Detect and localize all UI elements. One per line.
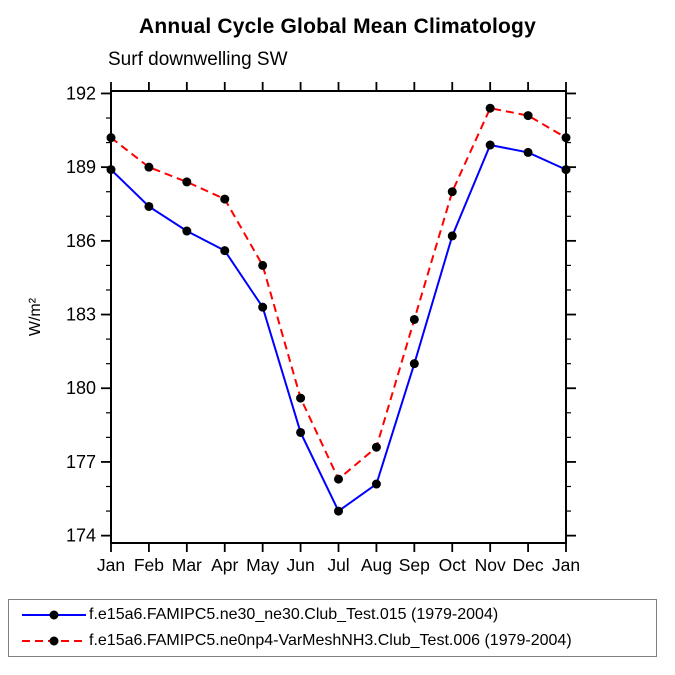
x-tick-label: Jul: [327, 555, 349, 575]
y-tick-label: 192: [66, 83, 96, 103]
x-tick-label: Jan: [97, 555, 125, 575]
data-point-marker: [182, 177, 192, 187]
x-tick-label: Jun: [286, 555, 314, 575]
data-point-marker: [296, 393, 306, 403]
legend-label: f.e15a6.FAMIPC5.ne0np4-VarMeshNH3.Club_T…: [89, 632, 572, 650]
data-point-marker: [561, 133, 571, 143]
data-point-marker: [409, 314, 419, 324]
legend-item: f.e15a6.FAMIPC5.ne30_ne30.Club_Test.015 …: [21, 603, 656, 627]
data-point-marker: [220, 246, 230, 256]
data-point-marker: [258, 302, 268, 312]
legend-line-sample: [22, 610, 86, 620]
x-tick-label: Jan: [552, 555, 580, 575]
chart-title: Annual Cycle Global Mean Climatology: [139, 15, 536, 38]
y-tick-label: 177: [66, 452, 96, 472]
x-tick-label: Feb: [134, 555, 164, 575]
y-tick-label: 189: [66, 157, 96, 177]
data-point-marker: [561, 165, 571, 175]
data-point-marker: [334, 506, 343, 516]
plot-border: [110, 90, 567, 544]
x-tick-label: May: [246, 555, 279, 575]
legend-line-sample: [22, 636, 86, 646]
x-tick-label: Sep: [399, 555, 430, 575]
series-line-0: [110, 143, 567, 513]
data-point-marker: [371, 479, 381, 489]
data-point-marker: [144, 162, 154, 172]
data-point-marker: [523, 111, 533, 121]
data-point-marker: [220, 194, 230, 204]
legend-marker-dot: [49, 610, 59, 620]
data-point-marker: [144, 201, 154, 211]
data-point-marker: [106, 165, 116, 175]
data-point-marker: [296, 427, 306, 437]
x-tick-label: Mar: [172, 555, 202, 575]
legend-marker-dot: [49, 636, 59, 646]
x-tick-label: Dec: [513, 555, 544, 575]
data-point-marker: [334, 474, 343, 484]
data-point-marker: [258, 260, 268, 270]
x-tick-label: Aug: [361, 555, 392, 575]
data-point-marker: [371, 442, 381, 452]
legend: f.e15a6.FAMIPC5.ne30_ne30.Club_Test.015 …: [8, 599, 657, 657]
data-point-marker: [523, 147, 533, 157]
data-point-marker: [409, 359, 419, 369]
data-point-marker: [485, 140, 495, 150]
data-point-marker: [106, 133, 116, 143]
data-point-marker: [447, 187, 457, 197]
x-tick-label: Nov: [475, 555, 506, 575]
data-point-marker: [182, 226, 192, 236]
x-tick-label: Apr: [211, 555, 238, 575]
y-tick-label: 180: [66, 378, 96, 398]
y-tick-label: 186: [66, 231, 96, 251]
data-point-marker: [485, 103, 495, 113]
y-tick-label: 174: [66, 526, 96, 546]
chart-subtitle: Surf downwelling SW: [108, 49, 288, 70]
y-tick-label: 183: [66, 305, 96, 325]
x-tick-label: Oct: [439, 555, 466, 575]
legend-label: f.e15a6.FAMIPC5.ne30_ne30.Club_Test.015 …: [89, 605, 499, 623]
legend-item: f.e15a6.FAMIPC5.ne0np4-VarMeshNH3.Club_T…: [21, 629, 656, 653]
series-line-1: [110, 107, 567, 481]
data-point-marker: [447, 231, 457, 241]
